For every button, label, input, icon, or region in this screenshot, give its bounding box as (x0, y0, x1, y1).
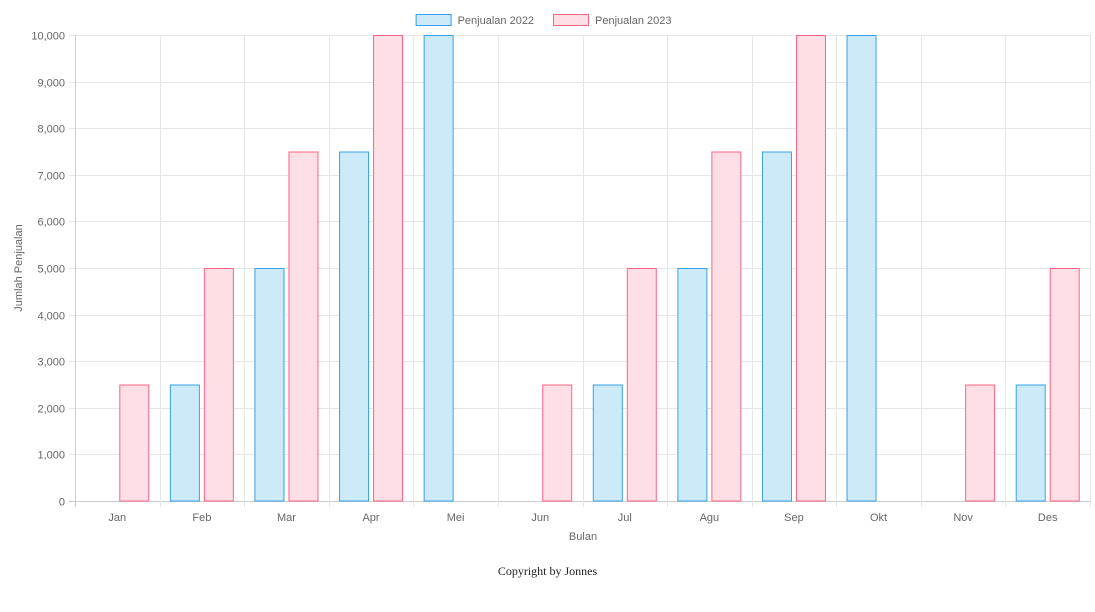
chart-gridlines (69, 35, 1091, 507)
x-tick-label: Sep (784, 512, 804, 524)
x-tick-label: Jun (531, 512, 549, 524)
y-tick-label: 4,000 (37, 311, 65, 323)
y-tick-label: 8,000 (37, 124, 65, 136)
x-tick-label: Des (1038, 512, 1058, 524)
x-tick-label: Agu (700, 512, 720, 524)
bar-penjualan-2023-sep (795, 35, 826, 502)
y-tick-label: 0 (59, 497, 65, 509)
chart-bars (119, 35, 1080, 502)
x-tick-label: Nov (953, 512, 973, 524)
x-tick-label: Mar (277, 512, 296, 524)
legend-label: Penjualan 2022 (458, 15, 534, 27)
bar-penjualan-2022-mar (254, 268, 285, 502)
chart-axes: 0 1,000 2,000 3,000 4,000 5,000 6,000 7,000 8,00… (31, 31, 1058, 525)
bar-penjualan-2022-mei (423, 35, 454, 502)
bar-penjualan-2023-apr (373, 35, 404, 502)
y-tick-label: 1,000 (37, 450, 65, 462)
y-tick-label: 2,000 (37, 404, 65, 416)
bar-penjualan-2022-sep (761, 151, 792, 502)
y-tick-label: 6,000 (37, 217, 65, 229)
legend-swatch (415, 14, 452, 26)
x-tick-label: Mei (447, 512, 465, 524)
bar-penjualan-2023-mar (288, 151, 319, 502)
x-tick-label: Feb (192, 512, 211, 524)
bar-penjualan-2022-okt (846, 35, 877, 502)
bar-penjualan-2023-feb (203, 268, 234, 502)
y-tick-label: 3,000 (37, 357, 65, 369)
y-tick-label: 7,000 (37, 171, 65, 183)
x-tick-label: Jan (108, 512, 126, 524)
bar-penjualan-2023-agu (711, 151, 742, 502)
x-tick-label: Jul (618, 512, 632, 524)
bar-penjualan-2022-apr (339, 151, 370, 502)
bar-penjualan-2023-des (1049, 268, 1080, 502)
bar-penjualan-2023-jan (119, 384, 150, 502)
chart-legend[interactable]: Penjualan 2022 Penjualan 2023 (415, 14, 672, 28)
x-tick-label: Okt (870, 512, 887, 524)
y-tick-label: 9,000 (37, 78, 65, 90)
bar-penjualan-2023-jul (626, 268, 657, 502)
bar-penjualan-2023-jun (542, 384, 573, 502)
x-tick-label: Apr (362, 512, 379, 524)
bar-penjualan-2022-feb (169, 384, 200, 502)
legend-item-penjualan-2022[interactable]: Penjualan 2022 (415, 14, 534, 28)
y-tick-label: 5,000 (37, 264, 65, 276)
y-tick-label: 10,000 (31, 31, 65, 43)
legend-swatch (553, 14, 589, 26)
bar-penjualan-2022-des (1015, 384, 1046, 502)
x-axis-title: Bulan (569, 531, 597, 543)
bar-penjualan-2022-jul (592, 384, 623, 502)
legend-label: Penjualan 2023 (595, 15, 671, 27)
y-axis-title: Jumlah Penjualan (13, 224, 25, 311)
bar-penjualan-2022-agu (677, 268, 708, 502)
copyright-footer: Copyright by Jonnes (497, 564, 598, 578)
bar-penjualan-2023-nov (965, 384, 996, 502)
legend-item-penjualan-2023[interactable]: Penjualan 2023 (553, 14, 672, 28)
